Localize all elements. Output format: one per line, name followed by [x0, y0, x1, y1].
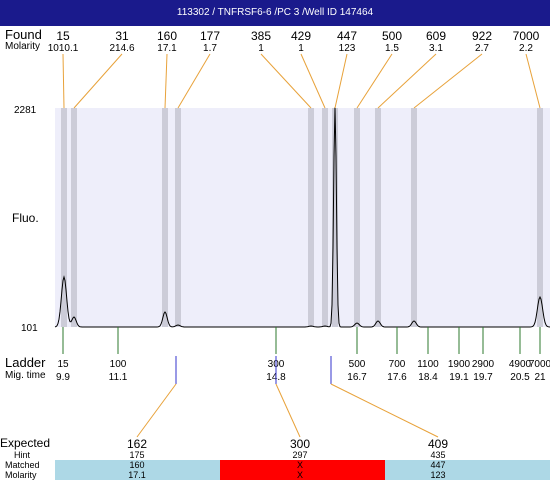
ladder-row-label: Ladder	[5, 355, 46, 370]
expected-connector-line	[330, 383, 439, 438]
peak-band	[175, 108, 181, 327]
ladder-size-label: 4900	[509, 359, 532, 370]
matched-block	[220, 460, 385, 480]
found-molarity-label: 2.2	[519, 43, 533, 54]
ladder-size-label: 7000	[529, 359, 550, 370]
expected-value: 162	[127, 437, 147, 451]
found-size-label: 500	[382, 29, 402, 43]
found-molarity-label: 1010.1	[48, 43, 79, 54]
molarity-value: 123	[430, 470, 445, 480]
found-size-label: 609	[426, 29, 446, 43]
found-size-label: 447	[337, 29, 357, 43]
found-connector-line	[413, 53, 483, 109]
peak-band	[162, 108, 168, 327]
found-size-label: 160	[157, 29, 177, 43]
y-axis-bottom-label: 101	[21, 323, 38, 334]
found-size-label: 7000	[513, 29, 540, 43]
chart-title: 113302 / TNFRSF6-6 /PC 3 /Well ID 147464	[0, 0, 550, 26]
expected-value: 300	[290, 437, 310, 451]
found-molarity-label: 1	[258, 43, 264, 54]
found-molarity-label: 2.7	[475, 43, 489, 54]
peak-band	[71, 108, 77, 327]
ladder-size-label: 100	[110, 359, 127, 370]
expected-connector-line	[136, 383, 177, 438]
matched-value: 160	[129, 460, 144, 470]
found-size-label: 15	[56, 29, 70, 43]
found-connector-line	[177, 53, 211, 109]
ladder-migtime-label: 16.7	[347, 372, 367, 383]
ladder-size-label: 2900	[472, 359, 495, 370]
found-connector-line	[334, 53, 348, 109]
found-connector-line	[73, 53, 123, 109]
ladder-migtime-label: 17.6	[387, 372, 407, 383]
found-size-label: 429	[291, 29, 311, 43]
peak-band	[375, 108, 381, 327]
found-size-label: 177	[200, 29, 220, 43]
peak-band	[354, 108, 360, 327]
hint-value: 435	[430, 450, 445, 460]
peak-band	[322, 108, 328, 327]
found-molarity-label: 123	[339, 43, 356, 54]
matched-value: 447	[430, 460, 445, 470]
found-connector-line	[300, 53, 326, 109]
molarity-value: 17.1	[128, 470, 146, 480]
peak-band	[61, 108, 67, 327]
fluo-axis-label: Fluo.	[12, 211, 39, 225]
peak-band	[332, 108, 338, 327]
molarity-row-label: Molarity	[5, 41, 41, 52]
peak-band	[537, 108, 543, 327]
found-row-label: Found	[5, 27, 42, 42]
found-molarity-label: 3.1	[429, 43, 443, 54]
y-axis-top-label: 2281	[14, 105, 37, 116]
found-connector-line	[356, 53, 393, 109]
matched-row-label: Matched	[5, 460, 40, 470]
matched-block	[385, 460, 550, 480]
found-molarity-label: 1	[298, 43, 304, 54]
matched-block	[55, 460, 220, 480]
found-molarity-label: 17.1	[157, 43, 177, 54]
found-molarity-label: 1.5	[385, 43, 399, 54]
ladder-size-label: 1900	[448, 359, 471, 370]
peak-band	[411, 108, 417, 327]
ladder-migtime-label: 19.7	[473, 372, 493, 383]
found-size-label: 385	[251, 29, 271, 43]
hint-value: 175	[129, 450, 144, 460]
ladder-size-label: 700	[389, 359, 406, 370]
molarity-bottom-row-label: Molarity	[5, 470, 37, 480]
expected-value: 409	[428, 437, 448, 451]
ladder-migtime-label: 19.1	[449, 372, 469, 383]
ladder-size-label: 15	[57, 359, 69, 370]
mig-time-row-label: Mig. time	[5, 370, 46, 381]
expected-connector-line	[275, 383, 301, 438]
ladder-size-label: 1100	[417, 359, 439, 370]
hint-row-label: Hint	[14, 450, 31, 460]
matched-value: X	[297, 460, 303, 470]
found-connector-line	[260, 53, 312, 109]
found-connector-line	[62, 53, 65, 109]
found-size-label: 31	[115, 29, 129, 43]
found-size-label: 922	[472, 29, 492, 43]
peak-band	[308, 108, 314, 327]
ladder-size-label: 500	[349, 359, 366, 370]
found-connector-line	[525, 53, 541, 109]
found-connector-line	[164, 53, 168, 109]
hint-value: 297	[292, 450, 307, 460]
ladder-migtime-label: 18.4	[418, 372, 438, 383]
ladder-migtime-label: 20.5	[510, 372, 530, 383]
ladder-migtime-label: 9.9	[56, 372, 70, 383]
plot-area	[55, 108, 550, 327]
ladder-migtime-label: 21	[534, 372, 546, 383]
found-molarity-label: 214.6	[109, 43, 134, 54]
ladder-migtime-label: 11.1	[109, 372, 128, 383]
found-connector-line	[377, 53, 437, 109]
molarity-value: X	[297, 470, 303, 480]
fluorescence-trace	[54, 106, 550, 328]
expected-row-label: Expected	[0, 436, 51, 450]
found-molarity-label: 1.7	[203, 43, 217, 54]
